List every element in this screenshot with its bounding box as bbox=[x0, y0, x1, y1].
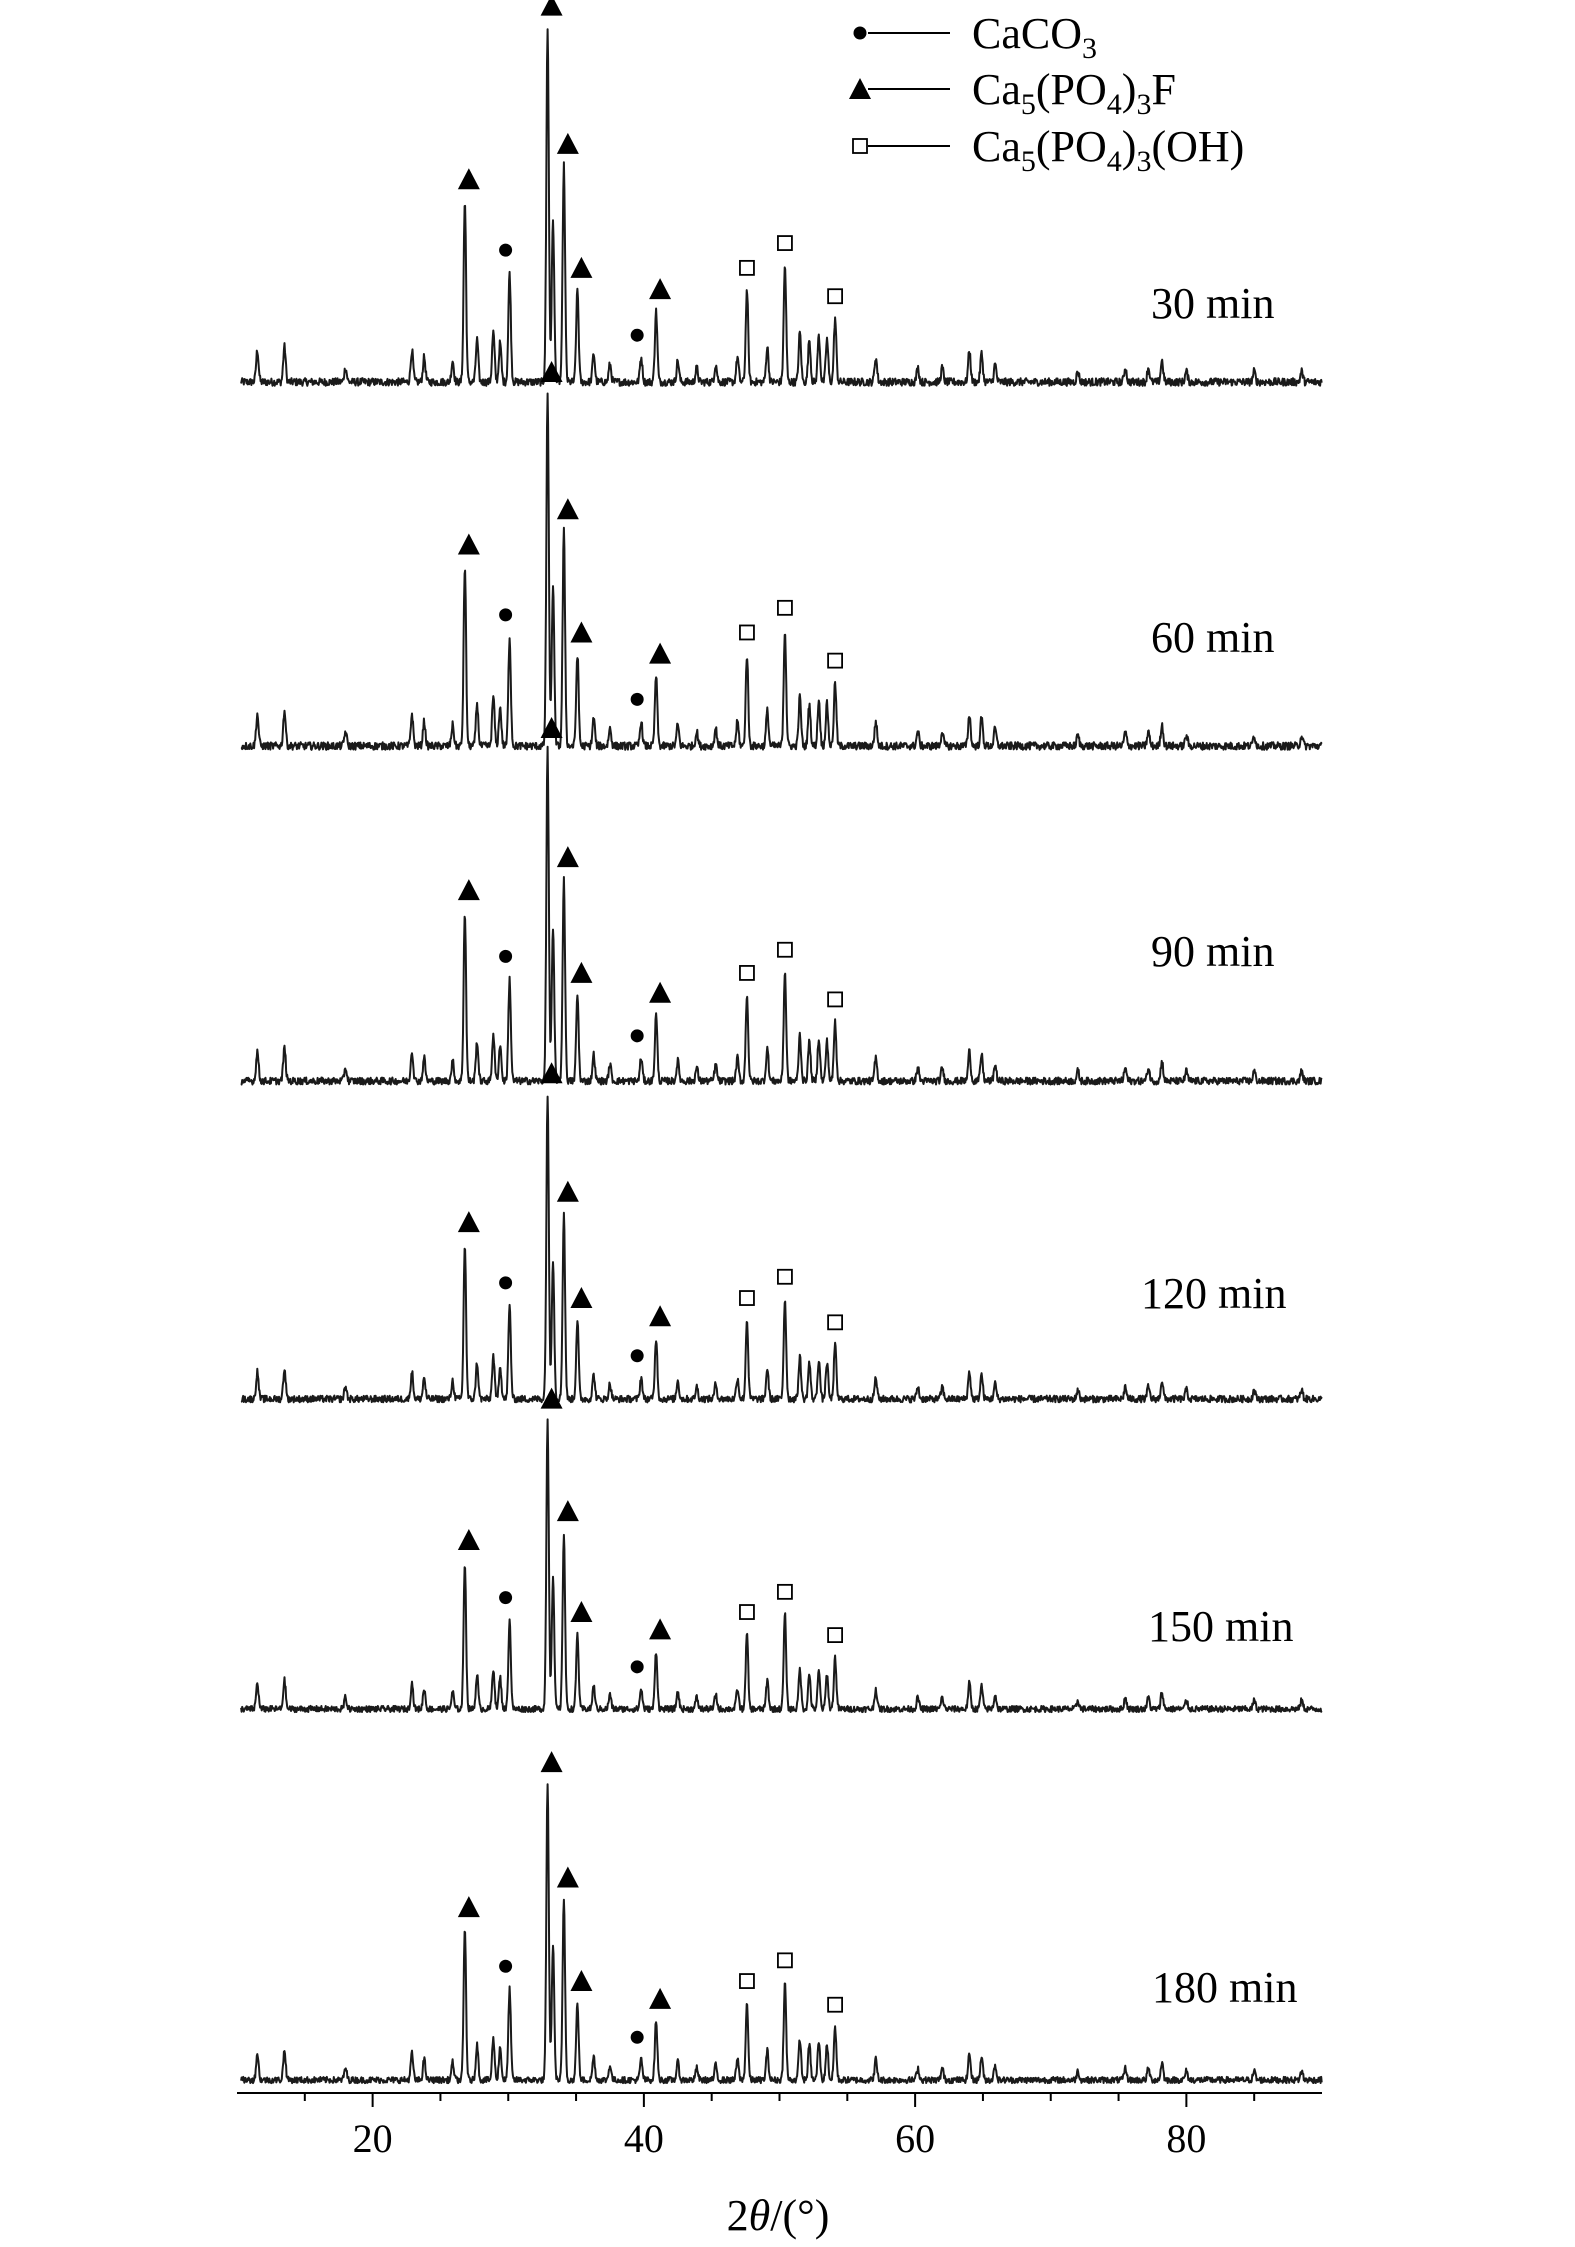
calcite-peak-marker bbox=[499, 243, 513, 257]
fluorapatite-peak-marker bbox=[556, 1866, 579, 1888]
x-tick-label: 80 bbox=[1166, 2116, 1206, 2161]
legend-triangle-marker bbox=[849, 78, 871, 99]
fluorapatite-peak-marker bbox=[556, 1500, 579, 1522]
series-line bbox=[240, 28, 1323, 387]
calcite-peak-marker bbox=[630, 328, 644, 342]
hydroxyapatite-peak-marker bbox=[739, 1604, 755, 1620]
fluorapatite-peak-marker bbox=[556, 498, 579, 520]
x-tick-label: 40 bbox=[624, 2116, 664, 2161]
hydroxyapatite-peak-marker bbox=[827, 1627, 844, 1643]
hydroxyapatite-peak-marker bbox=[827, 991, 844, 1008]
fluorapatite-peak-marker bbox=[457, 1896, 480, 1918]
calcite-peak-marker bbox=[630, 1349, 644, 1363]
fluorapatite-peak-marker bbox=[649, 642, 672, 664]
hydroxyapatite-peak-marker bbox=[827, 288, 844, 305]
hydroxyapatite-peak-marker bbox=[777, 1583, 793, 1600]
calcite-peak-marker bbox=[630, 1029, 644, 1043]
fluorapatite-peak-marker bbox=[457, 1528, 480, 1550]
series-1: 30 min bbox=[240, 0, 1323, 387]
fluorapatite-peak-marker bbox=[649, 1987, 672, 2009]
fluorapatite-peak-marker bbox=[570, 621, 593, 643]
series-label: 150 min bbox=[1148, 1602, 1293, 1651]
fluorapatite-peak-marker bbox=[649, 1305, 672, 1327]
fluorapatite-peak-marker bbox=[540, 360, 563, 382]
fluorapatite-peak-marker bbox=[649, 981, 672, 1003]
fluorapatite-peak-marker bbox=[540, 1751, 563, 1773]
hydroxyapatite-peak-marker bbox=[739, 1290, 755, 1306]
calcite-peak-marker bbox=[499, 949, 513, 963]
hydroxyapatite-peak-marker bbox=[739, 1973, 755, 1989]
series-3: 90 min bbox=[240, 716, 1323, 1086]
hydroxyapatite-peak-marker bbox=[777, 1952, 793, 1969]
fluorapatite-peak-marker bbox=[556, 846, 579, 868]
hydroxyapatite-peak-marker bbox=[777, 235, 793, 251]
fluorapatite-peak-marker bbox=[556, 1180, 579, 1202]
series-label: 60 min bbox=[1151, 613, 1274, 662]
fluorapatite-peak-marker bbox=[570, 1287, 593, 1309]
fluorapatite-peak-marker bbox=[556, 132, 579, 154]
legend-hydroxyapatite: Ca5(PO4)3(OH) bbox=[852, 122, 1244, 178]
x-tick-label: 60 bbox=[895, 2116, 935, 2161]
x-tick-label: 20 bbox=[353, 2116, 393, 2161]
legend-fluorapatite: Ca5(PO4)3F bbox=[849, 65, 1176, 121]
calcite-peak-marker bbox=[499, 608, 513, 622]
series-line bbox=[240, 745, 1323, 1086]
calcite-peak-marker bbox=[630, 1660, 644, 1674]
fluorapatite-peak-marker bbox=[540, 1062, 563, 1084]
series-4: 120 min bbox=[240, 1062, 1323, 1404]
calcite-peak-marker bbox=[499, 1959, 513, 1973]
series-line bbox=[240, 1418, 1323, 1714]
hydroxyapatite-peak-marker bbox=[739, 624, 755, 641]
hydroxyapatite-peak-marker bbox=[827, 1314, 844, 1331]
fluorapatite-peak-marker bbox=[457, 533, 480, 555]
series-2: 60 min bbox=[240, 360, 1323, 751]
fluorapatite-peak-marker bbox=[570, 256, 593, 278]
series-line bbox=[240, 1783, 1323, 2085]
series-label: 90 min bbox=[1151, 927, 1274, 976]
calcite-peak-marker bbox=[499, 1276, 513, 1290]
fluorapatite-peak-marker bbox=[570, 1601, 593, 1623]
legend-calcite: CaCO3 bbox=[853, 9, 1097, 65]
hydroxyapatite-peak-marker bbox=[827, 1996, 844, 2013]
hydroxyapatite-peak-marker bbox=[777, 941, 793, 958]
calcite-peak-marker bbox=[630, 692, 644, 706]
calcite-peak-marker bbox=[630, 2030, 644, 2044]
calcite-peak-marker bbox=[499, 1591, 513, 1605]
fluorapatite-peak-marker bbox=[649, 1618, 672, 1640]
fluorapatite-peak-marker bbox=[570, 1970, 593, 1992]
series-line bbox=[240, 1095, 1323, 1404]
series-5: 150 min bbox=[240, 1387, 1323, 1714]
series-label: 120 min bbox=[1141, 1269, 1286, 1318]
hydroxyapatite-peak-marker bbox=[739, 965, 755, 981]
series-label: 30 min bbox=[1151, 279, 1274, 328]
legend-square-marker bbox=[852, 138, 868, 154]
fluorapatite-peak-marker bbox=[540, 1387, 563, 1409]
series-6: 180 min bbox=[240, 1751, 1323, 2085]
series-line bbox=[240, 392, 1323, 751]
hydroxyapatite-peak-marker bbox=[827, 652, 844, 669]
fluorapatite-peak-marker bbox=[457, 168, 480, 190]
x-axis: 20 40 60 80 bbox=[237, 2092, 1322, 2161]
fluorapatite-peak-marker bbox=[570, 961, 593, 983]
plot-area: 30 min 60 min 90 min 120 min 150 min 180 min bbox=[240, 0, 1323, 2085]
x-axis-label: 2θ/(°) bbox=[727, 2191, 830, 2240]
legend-label: CaCO3 bbox=[972, 9, 1097, 65]
legend-label: Ca5(PO4)3(OH) bbox=[972, 122, 1244, 178]
hydroxyapatite-peak-marker bbox=[739, 259, 755, 276]
fluorapatite-peak-marker bbox=[457, 879, 480, 901]
fluorapatite-peak-marker bbox=[649, 278, 672, 300]
fluorapatite-peak-marker bbox=[540, 716, 563, 738]
fluorapatite-peak-marker bbox=[540, 0, 563, 16]
series-label: 180 min bbox=[1152, 1963, 1297, 2012]
legend-label: Ca5(PO4)3F bbox=[972, 65, 1176, 121]
hydroxyapatite-peak-marker bbox=[777, 599, 793, 616]
hydroxyapatite-peak-marker bbox=[777, 1268, 793, 1285]
legend-circle-marker bbox=[853, 26, 867, 40]
fluorapatite-peak-marker bbox=[457, 1211, 480, 1233]
